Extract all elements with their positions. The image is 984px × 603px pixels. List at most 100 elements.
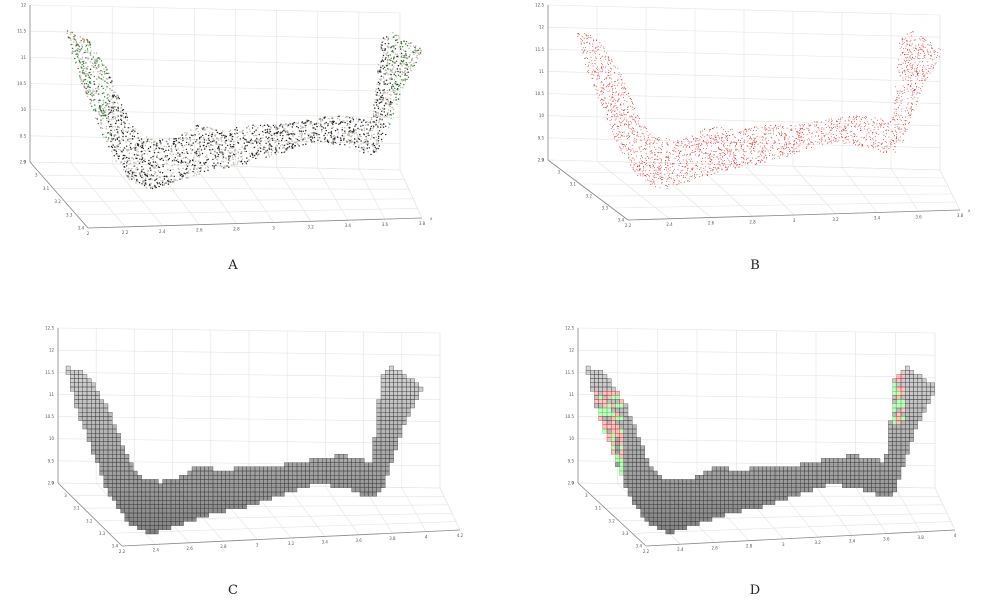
- cloud-point: [919, 65, 921, 67]
- cloud-point: [148, 150, 150, 152]
- cloud-point: [841, 130, 843, 132]
- cloud-point: [612, 97, 614, 99]
- cloud-point: [772, 154, 774, 156]
- cloud-point: [631, 106, 633, 108]
- cloud-point: [790, 150, 791, 152]
- cloud-point: [260, 140, 262, 142]
- cloud-point: [624, 100, 626, 102]
- cloud-point: [233, 154, 236, 156]
- cloud-point: [616, 135, 618, 137]
- cloud-point: [101, 92, 104, 95]
- cloud-point: [165, 146, 168, 148]
- cloud-point: [71, 31, 73, 34]
- cloud-point: [87, 57, 89, 59]
- cloud-point: [637, 151, 639, 153]
- cloud-point: [922, 70, 923, 72]
- cloud-point: [164, 155, 167, 157]
- cloud-point: [606, 84, 608, 86]
- cloud-point: [612, 88, 614, 90]
- cloud-point: [621, 79, 622, 81]
- cloud-point: [118, 155, 121, 157]
- cloud-point: [917, 97, 919, 99]
- cloud-point: [865, 117, 867, 119]
- cloud-point: [393, 46, 395, 49]
- cloud-point: [219, 151, 221, 153]
- cloud-point: [205, 156, 207, 158]
- cloud-point: [590, 73, 592, 75]
- cloud-point: [255, 139, 257, 141]
- cloud-point: [320, 140, 322, 143]
- x-tick-label: 2.6: [708, 221, 715, 226]
- cloud-point: [665, 185, 667, 187]
- cloud-point: [390, 70, 392, 72]
- z-tick-label: 9.5: [538, 135, 545, 140]
- cloud-point: [89, 61, 92, 63]
- cloud-point: [631, 130, 633, 132]
- cloud-point: [814, 135, 816, 137]
- cloud-point: [249, 130, 251, 132]
- cloud-point: [297, 121, 300, 124]
- cloud-point: [628, 96, 630, 98]
- cloud-point: [243, 135, 245, 137]
- cloud-point: [407, 71, 409, 73]
- cloud-point: [97, 76, 100, 78]
- cloud-point: [897, 126, 899, 128]
- cloud-point: [765, 137, 767, 139]
- cloud-point: [274, 141, 276, 143]
- cloud-point: [799, 127, 801, 129]
- cloud-point: [284, 140, 286, 142]
- cloud-point: [878, 142, 880, 143]
- cloud-point: [405, 50, 407, 53]
- cloud-point: [632, 118, 634, 120]
- cloud-point: [720, 139, 722, 141]
- cloud-point: [937, 52, 939, 54]
- cloud-point: [304, 126, 306, 129]
- x-tick-label: 2.6: [196, 228, 203, 233]
- cloud-point: [733, 154, 735, 156]
- cloud-point: [795, 137, 797, 139]
- cloud-point: [205, 133, 207, 135]
- cloud-point: [672, 172, 674, 174]
- cloud-point: [172, 181, 174, 183]
- cloud-point: [651, 151, 653, 153]
- cloud-point: [111, 102, 114, 104]
- cloud-point: [608, 86, 610, 87]
- cloud-point: [669, 166, 671, 168]
- cloud-point: [915, 82, 916, 84]
- cloud-point: [349, 121, 352, 124]
- cloud-point: [615, 118, 617, 120]
- cloud-point: [677, 141, 679, 143]
- cloud-point: [621, 109, 623, 111]
- cloud-point: [80, 75, 82, 77]
- cloud-point: [825, 133, 827, 135]
- cloud-point: [752, 157, 753, 159]
- cloud-point: [649, 180, 651, 182]
- cloud-point: [866, 145, 868, 147]
- cloud-point: [680, 171, 681, 173]
- cloud-point: [144, 173, 146, 176]
- cloud-point: [175, 148, 177, 150]
- cloud-point: [120, 107, 123, 109]
- cloud-point: [89, 77, 92, 80]
- cloud-point: [125, 141, 127, 143]
- cloud-point: [836, 127, 838, 129]
- cloud-point: [907, 75, 909, 77]
- cloud-point: [399, 75, 401, 78]
- cloud-point: [661, 144, 663, 146]
- cloud-point: [597, 45, 599, 47]
- cloud-point: [626, 94, 628, 95]
- cloud-point: [204, 129, 206, 131]
- cloud-point: [225, 139, 228, 142]
- cloud-point: [768, 155, 770, 156]
- cloud-point: [910, 63, 912, 65]
- cloud-point: [373, 115, 375, 117]
- cloud-point: [694, 172, 696, 173]
- cloud-point: [285, 143, 287, 145]
- cloud-point: [880, 124, 882, 125]
- cloud-point: [761, 155, 763, 157]
- cloud-point: [776, 128, 778, 130]
- cloud-point: [91, 92, 93, 94]
- cloud-point: [150, 174, 153, 176]
- cloud-point: [262, 148, 264, 151]
- cloud-point: [347, 132, 350, 135]
